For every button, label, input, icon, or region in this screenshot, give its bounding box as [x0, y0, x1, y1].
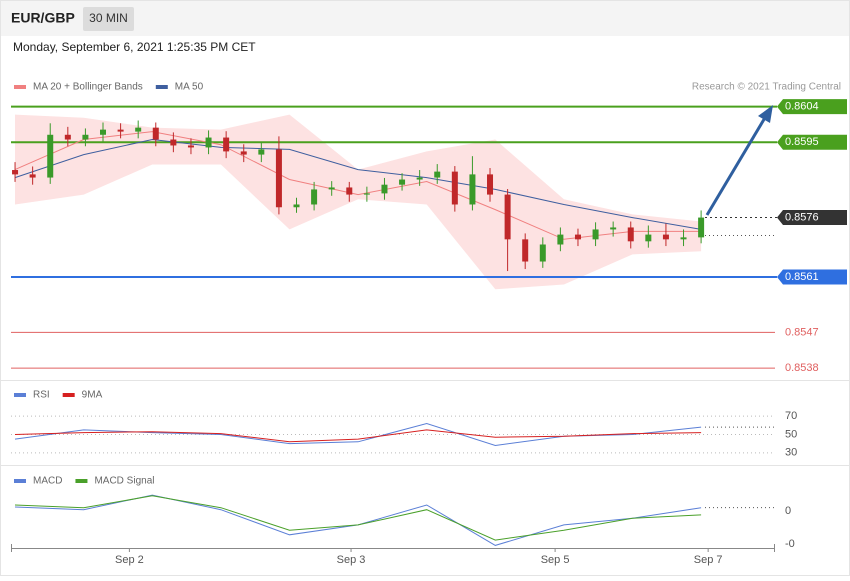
legend-swatch [62, 393, 75, 397]
candle-body [487, 174, 494, 195]
legend-label: MA 20 + Bollinger Bands [33, 82, 143, 93]
candle-body [328, 187, 335, 190]
bollinger-band [15, 114, 702, 290]
x-tick-label: Sep 5 [541, 554, 570, 566]
legend-swatch [14, 393, 26, 397]
credit: Research © 2021 Trading Central [692, 82, 841, 93]
y-tick-label: 70 [785, 410, 797, 422]
forecast-arrow [705, 105, 773, 216]
level-tag [777, 210, 847, 226]
level-label: 0.8576 [785, 211, 819, 223]
interval[interactable]: 30 MIN [89, 11, 128, 25]
candle-body [399, 179, 406, 185]
candle-body [416, 177, 423, 180]
arrow-shaft [705, 115, 768, 216]
legend-label: 9MA [82, 390, 103, 401]
legend-label: MACD [33, 476, 62, 487]
moving-average [14, 131, 702, 240]
candle-body [381, 184, 388, 194]
level-tag [777, 269, 847, 285]
candle-body [240, 151, 247, 155]
candle-body [152, 127, 159, 140]
symbol: EUR/GBP [11, 10, 75, 26]
candle-body [574, 234, 581, 240]
candle-body [363, 193, 370, 195]
candle-body [12, 170, 19, 175]
y-tick-label: 30 [785, 447, 797, 459]
level-label: 0.8595 [785, 136, 819, 148]
x-tick-label: Sep 7 [694, 554, 723, 566]
candle-body [205, 137, 212, 148]
legend-swatch [14, 85, 26, 89]
indicator-line [14, 429, 702, 443]
candle-body [698, 217, 705, 238]
interval-box[interactable] [83, 7, 134, 31]
candle-body [662, 234, 669, 240]
level-label: 0.8538 [785, 362, 819, 374]
candle-body [100, 129, 107, 135]
candle-body [610, 227, 617, 230]
candle-body [680, 237, 687, 240]
level-label: 0.8547 [785, 326, 819, 338]
legend-label: RSI [33, 390, 50, 401]
candle-body [64, 134, 71, 140]
candle-body [275, 149, 282, 208]
y-tick-label: 50 [785, 428, 797, 440]
candle-body [469, 174, 476, 205]
candle-body [135, 127, 142, 132]
candle-body [539, 244, 546, 262]
candle-body [522, 239, 529, 262]
y-tick-label: 0 [785, 505, 791, 517]
candle-body [187, 145, 194, 148]
moving-average [14, 138, 702, 230]
candle-body [223, 137, 230, 152]
legend-label: MACD Signal [94, 476, 154, 487]
candle-body [451, 171, 458, 205]
candle-body [434, 171, 441, 178]
legend-label: MA 50 [175, 82, 204, 93]
candle-body [346, 187, 353, 195]
timestamp: Monday, September 6, 2021 1:25:35 PM CET [13, 40, 256, 54]
indicator-line [14, 495, 702, 541]
level-tag [777, 99, 847, 115]
x-tick-label: Sep 2 [115, 554, 144, 566]
candle-body [557, 234, 564, 245]
legend-swatch [75, 479, 88, 483]
candle-body [311, 189, 318, 205]
candle-body [170, 139, 177, 146]
x-tick-label: Sep 3 [337, 554, 366, 566]
candle-body [29, 174, 36, 178]
candle-body [82, 134, 89, 140]
level-label: 0.8604 [785, 101, 819, 113]
candle-body [504, 194, 511, 240]
legend-swatch [155, 85, 168, 89]
candle-body [293, 204, 300, 208]
arrow-head [758, 105, 773, 123]
candle-body [645, 234, 652, 242]
level-tag [777, 134, 847, 150]
legend-swatch [14, 479, 26, 483]
header-bar [0, 0, 850, 36]
y-tick-label: -0 [785, 538, 795, 550]
candle-body [47, 134, 54, 178]
candle-body [258, 149, 265, 155]
candle-body [117, 129, 124, 132]
candle-body [592, 229, 599, 240]
level-label: 0.8561 [785, 271, 819, 283]
candle-body [627, 227, 634, 242]
